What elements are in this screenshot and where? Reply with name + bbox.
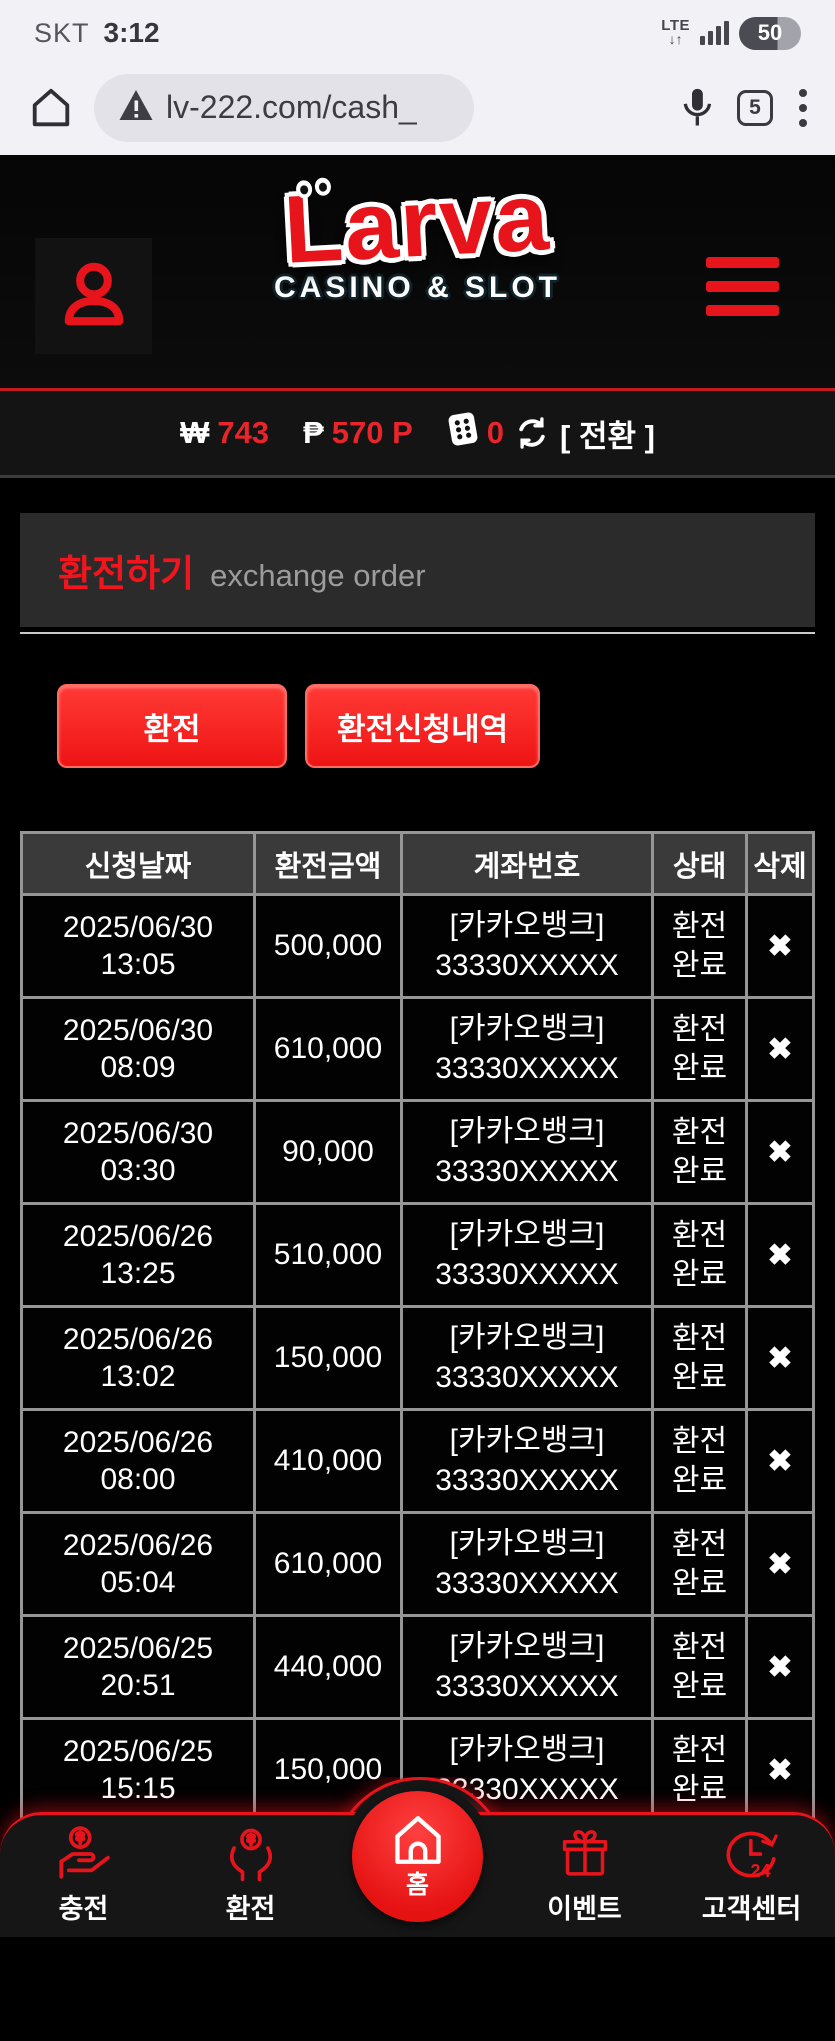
page-title-box: 환전하기 exchange order: [20, 513, 815, 627]
table-row: 2025/06/25 20:51 440,000 [카카오뱅크] 33330XXXX…: [20, 1614, 815, 1720]
android-navigation-bar: [0, 1937, 835, 2041]
nav-label: 고객센터: [701, 1894, 802, 1924]
nav-item-events[interactable]: 이벤트: [501, 1815, 668, 1937]
status-badge: 환전완료: [651, 996, 748, 1102]
status-badge: 환전완료: [651, 1511, 748, 1617]
nav-item-withdraw[interactable]: 환전: [167, 1815, 334, 1937]
site-logo[interactable]: Larva CASINO & SLOT: [0, 163, 835, 305]
krw-value: 743: [217, 415, 270, 450]
status-badge: 환전완료: [651, 1614, 748, 1720]
convert-link[interactable]: [ 전환 ]: [560, 418, 655, 454]
url-text[interactable]: lv-222.com/cash_: [166, 89, 417, 125]
delete-row-button[interactable]: ✖: [767, 1032, 793, 1066]
title-divider: [20, 632, 815, 634]
table-row: 2025/06/30 03:30 90,000 [카카오뱅크] 33330XXXXX…: [20, 1099, 815, 1205]
gift-icon: [557, 1823, 613, 1885]
krw-symbol: ₩: [180, 415, 210, 450]
krw-balance: ₩ 743: [180, 415, 269, 451]
nav-item-deposit[interactable]: 충전: [0, 1815, 167, 1937]
delete-row-button[interactable]: ✖: [767, 1547, 793, 1581]
delete-row-button[interactable]: ✖: [767, 929, 793, 963]
status-badge: 환전완료: [651, 1408, 748, 1514]
col-header-amount: 환전금액: [253, 831, 403, 896]
refresh-icon[interactable]: [514, 415, 550, 451]
status-badge: 환전완료: [651, 1305, 748, 1411]
status-clock: 3:12: [103, 17, 160, 48]
delete-row-button[interactable]: ✖: [767, 1135, 793, 1169]
dice-icon: [447, 411, 479, 455]
status-badge: 환전완료: [651, 1099, 748, 1205]
table-row: 2025/06/26 13:02 150,000 [카카오뱅크] 33330XXXX…: [20, 1305, 815, 1411]
dice-value: 0: [486, 415, 505, 450]
exchange-history-button[interactable]: 환전신청내역: [305, 684, 541, 768]
col-header-delete: 삭제: [745, 831, 815, 896]
page-subtitle: exchange order: [210, 558, 426, 593]
browser-toolbar: lv-222.com/cash_ 5: [0, 60, 835, 155]
exchange-button[interactable]: 환전: [57, 684, 287, 768]
deposit-hand-money-icon: [53, 1823, 115, 1885]
menu-hamburger-icon[interactable]: [706, 257, 779, 316]
col-header-account: 계좌번호: [400, 831, 654, 896]
status-badge: 환전완료: [651, 1717, 748, 1823]
table-row: 2025/06/26 08:00 410,000 [카카오뱅크] 33330XXXX…: [20, 1408, 815, 1514]
battery-icon: 50: [739, 16, 801, 50]
exchange-hands-money-icon: [222, 1823, 280, 1885]
voice-search-icon[interactable]: [677, 85, 717, 131]
user-icon: [64, 262, 123, 326]
nav-item-support[interactable]: 24 고객센터: [668, 1815, 835, 1937]
nav-label: 홈: [405, 1870, 429, 1899]
status-badge: 환전완료: [651, 893, 748, 999]
point-value: 570 P: [331, 415, 413, 450]
status-bar: SKT 3:12 LTE ↓↑ 50: [0, 0, 835, 60]
browser-menu-icon[interactable]: [799, 88, 807, 127]
page-title: 환전하기: [58, 553, 195, 594]
status-badge: 환전완료: [651, 1202, 748, 1308]
logo-tagline: CASINO & SLOT: [273, 271, 561, 304]
table-row: 2025/06/26 13:25 510,000 [카카오뱅크] 33330XXXX…: [20, 1202, 815, 1308]
delete-row-button[interactable]: ✖: [767, 1341, 793, 1375]
nav-item-home[interactable]: 홈: [352, 1791, 483, 1922]
table-row: 2025/06/30 08:09 610,000 [카카오뱅크] 33330XXXX…: [20, 996, 815, 1102]
col-header-date: 신청날짜: [20, 831, 256, 896]
table-row: 2025/06/30 13:05 500,000 [카카오뱅크] 33330XXXX…: [20, 893, 815, 999]
site-header: Larva CASINO & SLOT: [0, 155, 835, 391]
support-24h-icon: 24: [723, 1823, 781, 1885]
dice-balance: 0: [447, 411, 504, 455]
delete-row-button[interactable]: ✖: [767, 1238, 793, 1272]
carrier-label: SKT: [34, 17, 90, 48]
address-bar[interactable]: lv-222.com/cash_: [94, 73, 474, 142]
site-warning-icon[interactable]: [118, 88, 154, 127]
browser-home-icon[interactable]: [28, 85, 74, 131]
col-header-status: 상태: [651, 831, 748, 896]
peso-symbol: ₱: [303, 415, 324, 450]
nav-label: 이벤트: [547, 1894, 622, 1924]
tab-switcher-button[interactable]: 5: [737, 89, 773, 126]
signal-strength-icon: [700, 21, 729, 45]
home-icon: [394, 1815, 441, 1864]
svg-text:24: 24: [750, 1861, 770, 1881]
status-right: LTE ↓↑ 50: [661, 16, 801, 50]
profile-button[interactable]: [35, 238, 152, 354]
exchange-history-table: 신청날짜 환전금액 계좌번호 상태 삭제 2025/06/30 13:05 500…: [20, 831, 815, 1823]
nav-label: 충전: [58, 1894, 109, 1924]
table-row: 2025/06/26 05:04 610,000 [카카오뱅크] 33330XXXX…: [20, 1511, 815, 1617]
network-type-icon: LTE ↓↑: [661, 16, 690, 47]
point-balance: ₱ 570 P: [303, 415, 413, 451]
balance-bar: ₩ 743 ₱ 570 P 0: [0, 391, 835, 478]
table-header-row: 신청날짜 환전금액 계좌번호 상태 삭제: [20, 831, 815, 896]
delete-row-button[interactable]: ✖: [767, 1753, 793, 1787]
delete-row-button[interactable]: ✖: [767, 1650, 793, 1684]
action-buttons: 환전 환전신청내역: [57, 684, 835, 768]
nav-label: 환전: [225, 1894, 276, 1924]
delete-row-button[interactable]: ✖: [767, 1444, 793, 1478]
